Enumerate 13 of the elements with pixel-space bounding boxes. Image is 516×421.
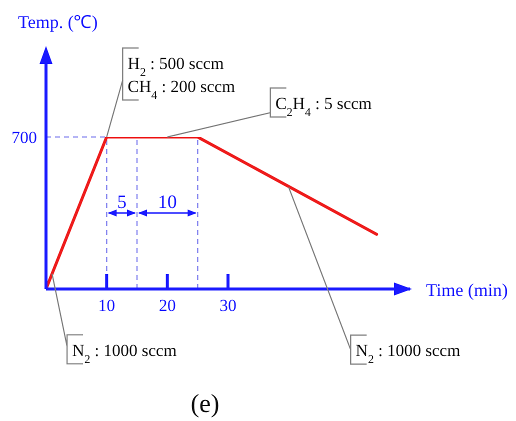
annotation: 5: [117, 192, 127, 213]
annotation: 700: [12, 128, 37, 147]
annotation: N$_{2}$ : 1000 sccm: [72, 340, 177, 366]
annotation: N$_{2}$ : 1000 sccm: [356, 341, 460, 366]
x-axis-title: Time (min): [426, 279, 508, 302]
text: Temp. (℃): [18, 11, 98, 34]
annotation: C$_{2}$H$_{4}$ : 5 sccm: [275, 94, 372, 119]
text: (e): [190, 388, 220, 420]
x-tick-label: 20: [158, 296, 176, 315]
x-tick-label: 30: [220, 296, 236, 315]
x-tick-label: 10: [98, 296, 116, 315]
annotation: 10: [158, 192, 177, 213]
annotation: H$_{2}$ : 500 sccm CH$_{4}$ : 200 sccm: [128, 54, 236, 102]
